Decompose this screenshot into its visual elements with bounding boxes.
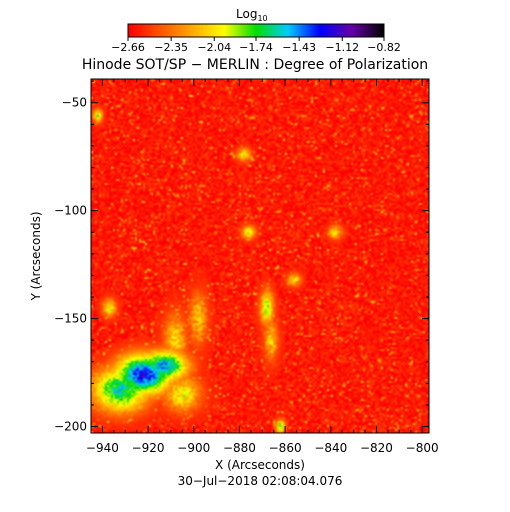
x-tick-label: −920 — [132, 441, 165, 455]
x-tick-label: −840 — [314, 441, 347, 455]
heatmap-image — [91, 79, 429, 433]
colorbar-tick-label: −1.43 — [282, 41, 316, 54]
y-tick-label: −50 — [62, 96, 87, 110]
plot-frame — [90, 78, 430, 434]
colorbar-tick-label: −1.74 — [239, 41, 273, 54]
timestamp: 30−Jul−2018 02:08:04.076 — [178, 474, 343, 488]
y-tick-label: −200 — [54, 420, 87, 434]
colorbar-label: Log10 — [236, 7, 268, 23]
y-axis-ticks: −50 −100 −150 −200 — [54, 80, 429, 434]
colorbar-tick-label: −2.35 — [154, 41, 188, 54]
x-axis-ticks: −940 −920 −900 −880 −860 −840 −820 −800 — [86, 79, 439, 455]
x-tick-label: −880 — [223, 441, 256, 455]
colorbar-tick-label: −2.04 — [197, 41, 231, 54]
colorbar-tick-label: −0.82 — [367, 41, 401, 54]
chart-title: Hinode SOT/SP − MERLIN : Degree of Polar… — [82, 57, 428, 73]
x-tick-label: −900 — [177, 441, 210, 455]
x-axis-label: X (Arcseconds) — [215, 458, 305, 472]
x-tick-label: −940 — [86, 441, 119, 455]
colorbar-tick-label: −1.12 — [325, 41, 359, 54]
x-tick-label: −800 — [406, 441, 439, 455]
colorbar-gradient — [128, 24, 384, 37]
y-tick-label: −150 — [54, 312, 87, 326]
x-tick-label: −860 — [269, 441, 302, 455]
y-tick-label: −100 — [54, 204, 87, 218]
colorbar-ticks: −2.66 −2.35 −2.04 −1.74 −1.43 −1.12 −0.82 — [111, 37, 401, 54]
x-tick-label: −820 — [360, 441, 393, 455]
colorbar-tick-label: −2.66 — [111, 41, 145, 54]
y-axis-label: Y (Arcseconds) — [29, 211, 43, 301]
